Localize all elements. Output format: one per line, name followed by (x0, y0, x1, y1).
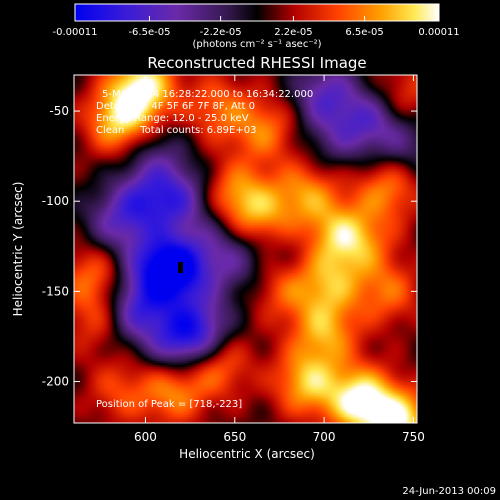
colorbar-tick-label: 6.5e-05 (345, 27, 383, 38)
annotation-time: 5-Mar-2004 16:28:22.000 to 16:34:22.000 (102, 89, 313, 100)
plot-area: 600 650 700 750 -50 -100 -150 -200 (42, 74, 425, 444)
annotation-algorithm: Clean Total counts: 6.89E+03 (96, 125, 256, 136)
colorbar-tick-label: 2.2e-05 (274, 27, 312, 38)
x-tick-label: 750 (402, 430, 425, 444)
y-tick-label: -50 (49, 104, 69, 118)
x-tick-label: 700 (313, 430, 336, 444)
colorbar-tick-label: -6.5e-05 (128, 27, 170, 38)
colorbar-gradient (74, 3, 440, 22)
colorbar-tick-label: -0.00011 (53, 27, 98, 38)
y-tick-label: -100 (42, 194, 69, 208)
colorbar-tick-label: 0.00011 (418, 27, 459, 38)
x-axis-ticks: 600 650 700 750 (134, 75, 425, 444)
y-tick-label: -200 (42, 375, 69, 389)
plot-frame (73, 74, 418, 424)
annotations: 5-Mar-2004 16:28:22.000 to 16:34:22.000 … (96, 89, 313, 410)
y-axis-ticks: -50 -100 -150 -200 (42, 104, 417, 389)
annotation-peak: Position of Peak = [718,-223] (96, 399, 242, 410)
y-axis-label: Heliocentric Y (arcsec) (11, 182, 25, 317)
footer-timestamp: 24-Jun-2013 00:09 (402, 486, 496, 497)
x-tick-label: 650 (223, 430, 246, 444)
annotation-detectors: Detectors: 4F 5F 6F 7F 8F, Att 0 (96, 101, 255, 112)
y-tick-label: -150 (42, 284, 69, 298)
annotation-energy: Energy Range: 12.0 - 25.0 keV (96, 113, 249, 124)
heatmap-image (74, 75, 417, 423)
colorbar-unit-label: (photons cm⁻² s⁻¹ asec⁻²) (192, 39, 321, 50)
chart-title: Reconstructed RHESSI Image (147, 54, 366, 72)
x-tick-label: 600 (134, 430, 157, 444)
peak-marker (178, 262, 183, 273)
colorbar-tick-label: -2.2e-05 (200, 27, 242, 38)
x-axis-label: Heliocentric X (arcsec) (179, 447, 315, 461)
colorbar: -0.00011 -6.5e-05 -2.2e-05 2.2e-05 6.5e-05 0.… (53, 3, 460, 50)
colorbar-ticks: -0.00011 -6.5e-05 -2.2e-05 2.2e-05 6.5e-05 0.… (53, 16, 460, 38)
